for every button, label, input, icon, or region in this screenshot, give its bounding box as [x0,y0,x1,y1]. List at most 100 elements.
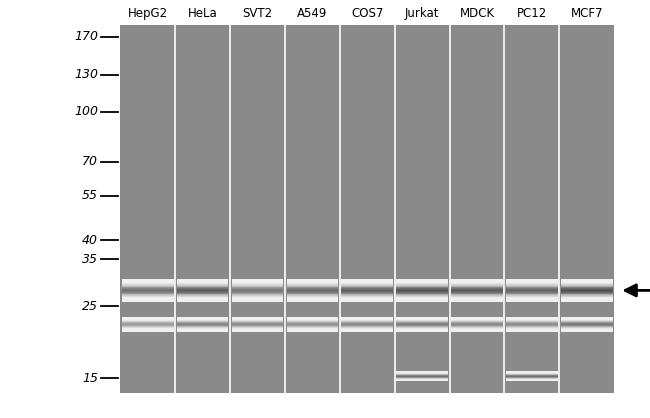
Bar [231,282,283,283]
Bar [287,328,338,329]
Bar [341,317,393,318]
Bar [561,279,613,280]
Bar [177,321,228,322]
Bar [451,323,503,324]
Bar [287,281,338,282]
Bar [451,330,503,331]
Text: MDCK: MDCK [460,7,495,20]
Bar [506,282,558,283]
Bar [287,292,338,293]
Bar [122,283,174,284]
Bar [396,297,448,298]
Bar [396,292,448,293]
Bar [451,287,503,288]
Bar [287,279,338,280]
Bar [506,325,558,326]
Bar [561,323,613,324]
Bar [506,322,558,323]
Bar [122,319,174,320]
Bar [561,321,613,322]
Bar [396,287,448,288]
Bar [231,298,283,299]
Bar [341,322,393,323]
Bar [231,295,283,296]
Bar [561,290,613,291]
Bar [122,287,174,288]
Bar [341,299,393,300]
Bar [561,288,613,289]
Bar [341,283,393,284]
Bar [506,328,558,329]
Bar [177,282,228,283]
Bar [177,324,228,325]
Bar [287,284,338,285]
Bar [396,283,448,284]
Bar [506,301,558,302]
Bar [122,328,174,329]
Text: A549: A549 [297,7,328,20]
Bar [561,296,613,297]
Bar [122,321,174,322]
Bar [506,326,558,327]
Bar [341,294,393,295]
Bar [121,25,174,393]
Bar [287,287,338,288]
Bar [231,294,283,295]
Bar [451,284,503,285]
Bar [506,318,558,319]
Bar [341,298,393,299]
Bar [561,283,613,284]
Bar [177,286,228,287]
Bar [122,295,174,296]
Bar [451,282,503,283]
Bar [451,288,503,289]
Bar [561,281,613,282]
Bar [341,293,393,294]
Bar [561,298,613,299]
Bar [231,328,283,329]
Bar [341,284,393,285]
Bar [451,291,503,292]
Bar [122,288,174,289]
Bar [341,325,393,326]
Bar [287,318,338,319]
Bar [231,280,283,281]
Bar [231,319,283,320]
Bar [231,299,283,300]
Bar [396,25,448,393]
Bar [231,297,283,298]
Bar [561,328,613,329]
Bar [506,321,558,322]
Bar [561,329,613,330]
Bar [396,279,448,280]
Bar [231,331,283,332]
Bar [231,320,283,321]
Bar [561,287,613,288]
Bar [396,289,448,290]
Bar [506,317,558,318]
Bar [561,317,613,318]
Bar [286,25,339,393]
Bar [341,286,393,287]
Bar [287,327,338,328]
Bar [506,287,558,288]
Bar [396,323,448,324]
Bar [231,290,283,291]
Bar [396,327,448,328]
Bar [287,321,338,322]
Bar [451,329,503,330]
Bar [122,292,174,293]
Bar [396,321,448,322]
Bar [231,330,283,331]
Bar [177,326,228,327]
Bar [451,289,503,290]
Bar [506,330,558,331]
Bar [177,299,228,300]
Bar [341,292,393,293]
Bar [177,293,228,294]
Bar [451,322,503,323]
Bar [506,297,558,298]
Bar [451,327,503,328]
Bar [451,298,503,299]
Bar [177,322,228,323]
